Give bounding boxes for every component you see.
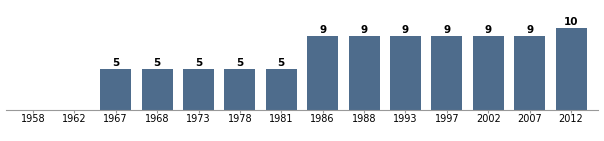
Text: 5: 5 xyxy=(112,58,120,68)
Text: 9: 9 xyxy=(484,25,492,35)
Text: 9: 9 xyxy=(526,25,533,35)
Bar xyxy=(349,36,379,110)
Text: 9: 9 xyxy=(443,25,451,35)
Text: 5: 5 xyxy=(195,58,202,68)
Bar xyxy=(307,36,338,110)
Bar xyxy=(266,69,297,110)
Bar xyxy=(473,36,504,110)
Bar xyxy=(141,69,173,110)
Text: 9: 9 xyxy=(319,25,326,35)
Text: 9: 9 xyxy=(361,25,368,35)
Text: 5: 5 xyxy=(278,58,285,68)
Text: 5: 5 xyxy=(236,58,243,68)
Text: 9: 9 xyxy=(402,25,409,35)
Bar xyxy=(225,69,255,110)
Bar xyxy=(100,69,131,110)
Bar xyxy=(556,28,586,110)
Bar xyxy=(431,36,463,110)
Bar xyxy=(514,36,545,110)
Text: 10: 10 xyxy=(564,17,578,27)
Bar xyxy=(390,36,421,110)
Bar xyxy=(183,69,214,110)
Text: 5: 5 xyxy=(153,58,161,68)
